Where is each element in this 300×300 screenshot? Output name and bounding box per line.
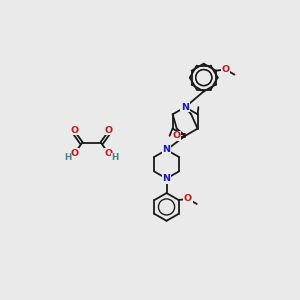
Text: O: O: [104, 126, 112, 135]
Text: H: H: [111, 153, 118, 162]
Text: N: N: [181, 103, 189, 112]
Text: O: O: [172, 131, 181, 140]
Text: H: H: [64, 153, 72, 162]
Text: N: N: [163, 146, 170, 154]
Text: O: O: [70, 148, 79, 158]
Text: O: O: [221, 65, 230, 74]
Text: N: N: [163, 174, 170, 183]
Text: O: O: [104, 148, 112, 158]
Text: O: O: [184, 194, 192, 203]
Text: O: O: [70, 126, 79, 135]
